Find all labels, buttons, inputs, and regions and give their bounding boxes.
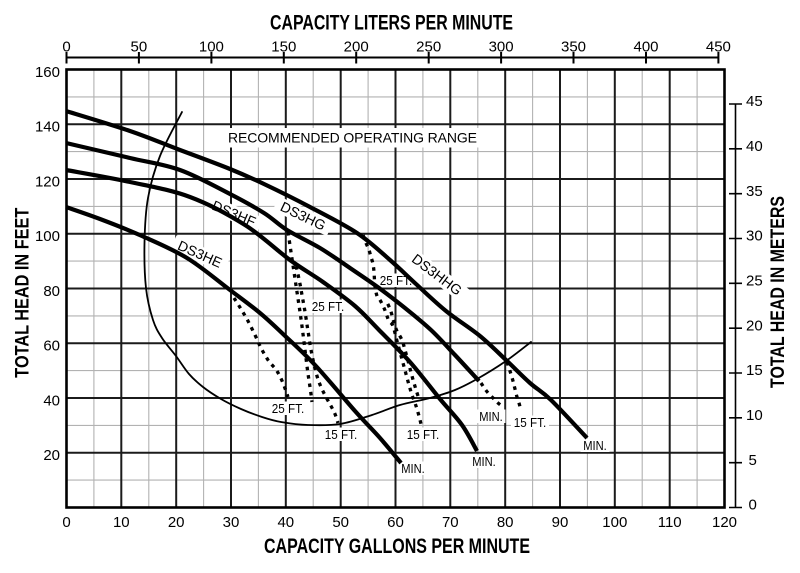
svg-text:50: 50 — [332, 514, 349, 531]
svg-text:20: 20 — [746, 317, 763, 334]
svg-text:35: 35 — [746, 183, 763, 200]
svg-text:30: 30 — [746, 228, 763, 245]
svg-text:100: 100 — [199, 38, 224, 55]
svg-text:MIN.: MIN. — [401, 461, 425, 476]
svg-text:15 FT.: 15 FT. — [514, 415, 547, 430]
svg-text:160: 160 — [35, 64, 60, 81]
svg-text:25 FT.: 25 FT. — [312, 299, 345, 314]
svg-text:30: 30 — [223, 514, 240, 531]
svg-text:70: 70 — [442, 514, 459, 531]
svg-text:MIN.: MIN. — [583, 438, 607, 453]
svg-text:100: 100 — [35, 228, 60, 245]
svg-text:90: 90 — [552, 514, 569, 531]
svg-text:0: 0 — [62, 514, 70, 531]
svg-text:0: 0 — [749, 497, 757, 514]
svg-text:120: 120 — [35, 173, 60, 190]
svg-text:110: 110 — [658, 514, 682, 531]
svg-text:80: 80 — [43, 283, 60, 300]
svg-text:15 FT.: 15 FT. — [407, 427, 440, 442]
svg-text:450: 450 — [706, 38, 731, 55]
svg-text:60: 60 — [387, 514, 404, 531]
svg-text:0: 0 — [62, 38, 70, 55]
svg-text:40: 40 — [277, 514, 294, 531]
svg-text:300: 300 — [489, 38, 514, 55]
svg-text:150: 150 — [271, 38, 296, 55]
svg-text:10: 10 — [746, 407, 763, 424]
svg-text:25: 25 — [746, 273, 763, 290]
svg-text:50: 50 — [131, 38, 148, 55]
svg-text:200: 200 — [344, 38, 369, 55]
svg-text:20: 20 — [168, 514, 185, 531]
svg-text:CAPACITY LITERS PER MINUTE: CAPACITY LITERS PER MINUTE — [270, 11, 513, 35]
svg-text:140: 140 — [35, 119, 60, 136]
svg-text:60: 60 — [43, 338, 60, 355]
svg-text:10: 10 — [113, 514, 130, 531]
svg-text:100: 100 — [602, 514, 627, 531]
svg-text:RECOMMENDED OPERATING RANGE: RECOMMENDED OPERATING RANGE — [228, 129, 477, 145]
svg-text:15 FT.: 15 FT. — [325, 427, 358, 442]
svg-text:40: 40 — [43, 392, 60, 409]
svg-text:350: 350 — [561, 38, 586, 55]
svg-text:80: 80 — [497, 514, 514, 531]
svg-text:5: 5 — [749, 452, 757, 469]
svg-text:MIN.: MIN. — [472, 454, 496, 469]
svg-text:TOTAL HEAD IN METERS: TOTAL HEAD IN METERS — [767, 196, 789, 388]
svg-text:25 FT.: 25 FT. — [380, 273, 413, 288]
svg-text:40: 40 — [746, 138, 763, 155]
svg-text:120: 120 — [712, 514, 737, 531]
svg-text:45: 45 — [746, 93, 763, 110]
svg-text:25 FT.: 25 FT. — [272, 401, 305, 416]
svg-text:TOTAL HEAD IN FEET: TOTAL HEAD IN FEET — [12, 208, 34, 378]
svg-text:CAPACITY GALLONS PER MINUTE: CAPACITY GALLONS PER MINUTE — [264, 534, 530, 558]
svg-text:MIN.: MIN. — [479, 409, 503, 424]
svg-text:250: 250 — [416, 38, 441, 55]
svg-text:20: 20 — [43, 447, 60, 464]
svg-text:15: 15 — [746, 362, 763, 379]
svg-text:400: 400 — [633, 38, 658, 55]
